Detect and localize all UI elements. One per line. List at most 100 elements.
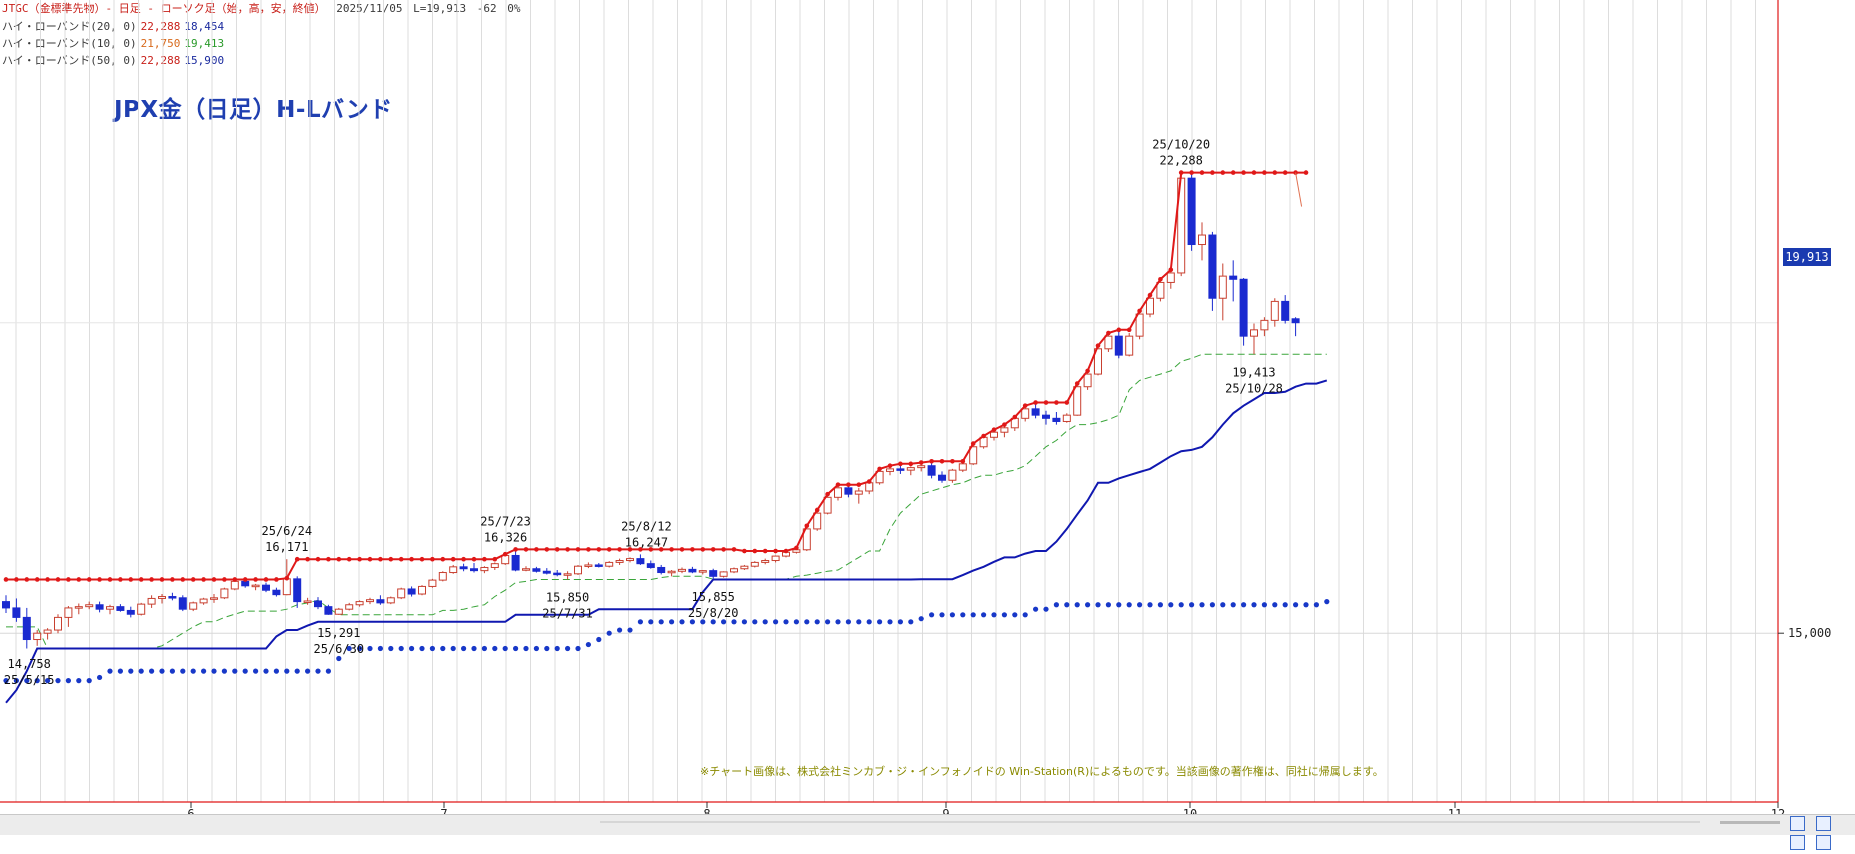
candle-body [1052, 417, 1061, 422]
band50-low-dot [117, 668, 123, 674]
candle-body [126, 609, 135, 615]
annotation-label: 25/8/12 [621, 519, 672, 533]
annotation-label: 15,291 [317, 626, 360, 640]
band20-high-dot [648, 547, 654, 552]
band50-low-dot [918, 616, 924, 622]
band20-high-dot [1022, 403, 1028, 408]
band20-high-dot [544, 547, 550, 552]
candle-body [1281, 300, 1290, 321]
band50-low-dot [492, 645, 498, 652]
band20-high-dot [1220, 170, 1226, 175]
band20-high-dot [190, 577, 196, 582]
band20-high-dot [440, 556, 446, 562]
candle-body [293, 578, 302, 603]
band20-high-dot [1272, 170, 1278, 175]
band20-high-dot [170, 577, 175, 582]
band50-low-dot [211, 668, 217, 674]
legend-band-50: ハイ・ローバンド(50, 0) 22,288 15,900 [2, 54, 228, 67]
band20-high-dot [1033, 400, 1038, 405]
legend-band-20-high: 22,288 [140, 20, 181, 33]
band50-low-dot [1230, 602, 1236, 608]
annotation-label: 25/8/20 [688, 606, 739, 620]
band50-low-dot [419, 645, 425, 652]
band20-high-dot [159, 577, 165, 582]
band50-low-dot [1189, 602, 1195, 608]
band50-low-dot [1001, 612, 1008, 618]
candle-body [657, 566, 666, 574]
band50-low-dot [960, 612, 966, 618]
band20-high-dot [1178, 170, 1184, 175]
band50-low-dot [1261, 602, 1267, 608]
candle-body [1291, 318, 1300, 324]
band20-high-dot [1106, 330, 1111, 336]
band50-low-dot [814, 619, 820, 625]
band20-high-dot [523, 547, 529, 552]
candle-body [823, 496, 832, 514]
candle-body [1198, 234, 1206, 246]
band20-high-dot [450, 556, 456, 562]
price-change-pct: 0% [507, 2, 521, 15]
legend-band-20-low: 18,454 [184, 20, 225, 33]
band20-high-dot [762, 548, 768, 554]
band50-low-dot [1105, 602, 1111, 608]
band20-high-dot [669, 547, 674, 552]
candle-body [709, 570, 718, 577]
zoom-in-button[interactable] [1790, 816, 1805, 831]
band50-low-dot [169, 668, 175, 674]
band50-low-dot [721, 619, 727, 625]
band50-low-dot [689, 619, 696, 625]
candle-body [511, 554, 520, 571]
band20-high-dot [242, 577, 248, 582]
band20-high-dot [294, 556, 300, 562]
band20-high-dot [1230, 170, 1236, 175]
band50-low-dot [544, 645, 550, 652]
candle-body [646, 563, 655, 568]
zoom-reset-button[interactable] [1815, 835, 1831, 850]
legend-band-20: ハイ・ローバンド(20, 0) 22,288 18,454 [2, 20, 228, 33]
candlestick-chart[interactable]: 6 7 8 9 10 11 12 15,000 14,758 25/5/15 25/6/24 16,1… [0, 0, 1855, 814]
band50-low-dot [1168, 602, 1174, 608]
band50-low-dot [1324, 599, 1330, 605]
band50-low-dot [856, 619, 862, 625]
band50-low-dot [1064, 602, 1070, 608]
month-label: 9 [942, 807, 949, 814]
annotation-label: 25/7/23 [480, 514, 531, 528]
band50-low-dot [825, 619, 831, 625]
band20-high-dot [1085, 368, 1090, 374]
band50-low-dot [1282, 602, 1288, 608]
band50-low-dot [180, 668, 186, 674]
candle-body [1104, 335, 1113, 350]
band50-low-dot [1157, 602, 1163, 608]
band20-high-dot [232, 577, 238, 582]
band20-high-dot [118, 577, 123, 582]
candle-body [386, 597, 395, 604]
band50-low-dot [232, 668, 238, 674]
zoom-out-button[interactable] [1815, 816, 1831, 831]
band50-low-dot [471, 645, 477, 652]
band20-high-dot [814, 507, 820, 513]
band20-high-dot [346, 556, 352, 562]
band20-high-dot [1210, 170, 1215, 175]
band20-high-dot [1262, 170, 1267, 175]
band50-low-dot [346, 645, 352, 652]
candle-body [1156, 281, 1165, 299]
scroll-track[interactable] [600, 821, 1700, 823]
scroll-thumb[interactable] [1720, 821, 1780, 824]
candle-body [834, 487, 842, 498]
candle-body [730, 568, 738, 573]
band20-high-dot [1064, 400, 1070, 405]
band20-high-dot [336, 556, 342, 562]
band50-low-dot [409, 645, 415, 652]
candle-body [740, 565, 749, 570]
band20-high-dot [918, 460, 924, 465]
band50-low-dot [253, 668, 259, 674]
band50-low-dot [138, 668, 144, 674]
zoom-fit-button[interactable] [1790, 835, 1805, 850]
horizontal-scrollbar[interactable] [0, 814, 1855, 850]
candle-body [1114, 335, 1123, 356]
month-label: 10 [1183, 807, 1197, 814]
band50-low-dot [669, 619, 675, 625]
candle-body [501, 554, 510, 565]
band20-high-dot [357, 556, 362, 562]
band50-low-dot [981, 612, 987, 618]
